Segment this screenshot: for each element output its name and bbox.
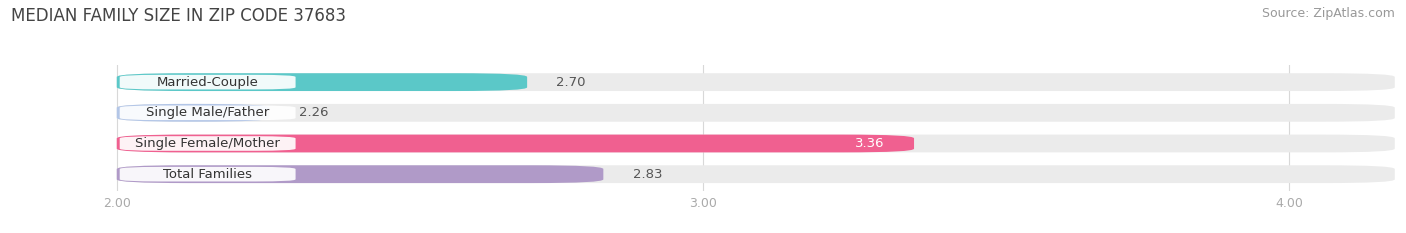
- FancyBboxPatch shape: [117, 165, 1395, 183]
- Text: 2.26: 2.26: [298, 106, 328, 119]
- Text: MEDIAN FAMILY SIZE IN ZIP CODE 37683: MEDIAN FAMILY SIZE IN ZIP CODE 37683: [11, 7, 346, 25]
- FancyBboxPatch shape: [117, 135, 914, 152]
- Text: Single Female/Mother: Single Female/Mother: [135, 137, 280, 150]
- FancyBboxPatch shape: [117, 104, 269, 122]
- FancyBboxPatch shape: [117, 73, 527, 91]
- FancyBboxPatch shape: [120, 167, 295, 182]
- FancyBboxPatch shape: [117, 73, 1395, 91]
- FancyBboxPatch shape: [117, 104, 1395, 122]
- Text: 3.36: 3.36: [855, 137, 884, 150]
- Text: Single Male/Father: Single Male/Father: [146, 106, 270, 119]
- Text: 2.83: 2.83: [633, 168, 662, 181]
- FancyBboxPatch shape: [117, 165, 603, 183]
- FancyBboxPatch shape: [120, 75, 295, 89]
- Text: Married-Couple: Married-Couple: [156, 76, 259, 89]
- Text: Source: ZipAtlas.com: Source: ZipAtlas.com: [1261, 7, 1395, 20]
- FancyBboxPatch shape: [120, 106, 295, 120]
- Text: 2.70: 2.70: [557, 76, 586, 89]
- FancyBboxPatch shape: [120, 136, 295, 151]
- FancyBboxPatch shape: [117, 135, 1395, 152]
- Text: Total Families: Total Families: [163, 168, 252, 181]
